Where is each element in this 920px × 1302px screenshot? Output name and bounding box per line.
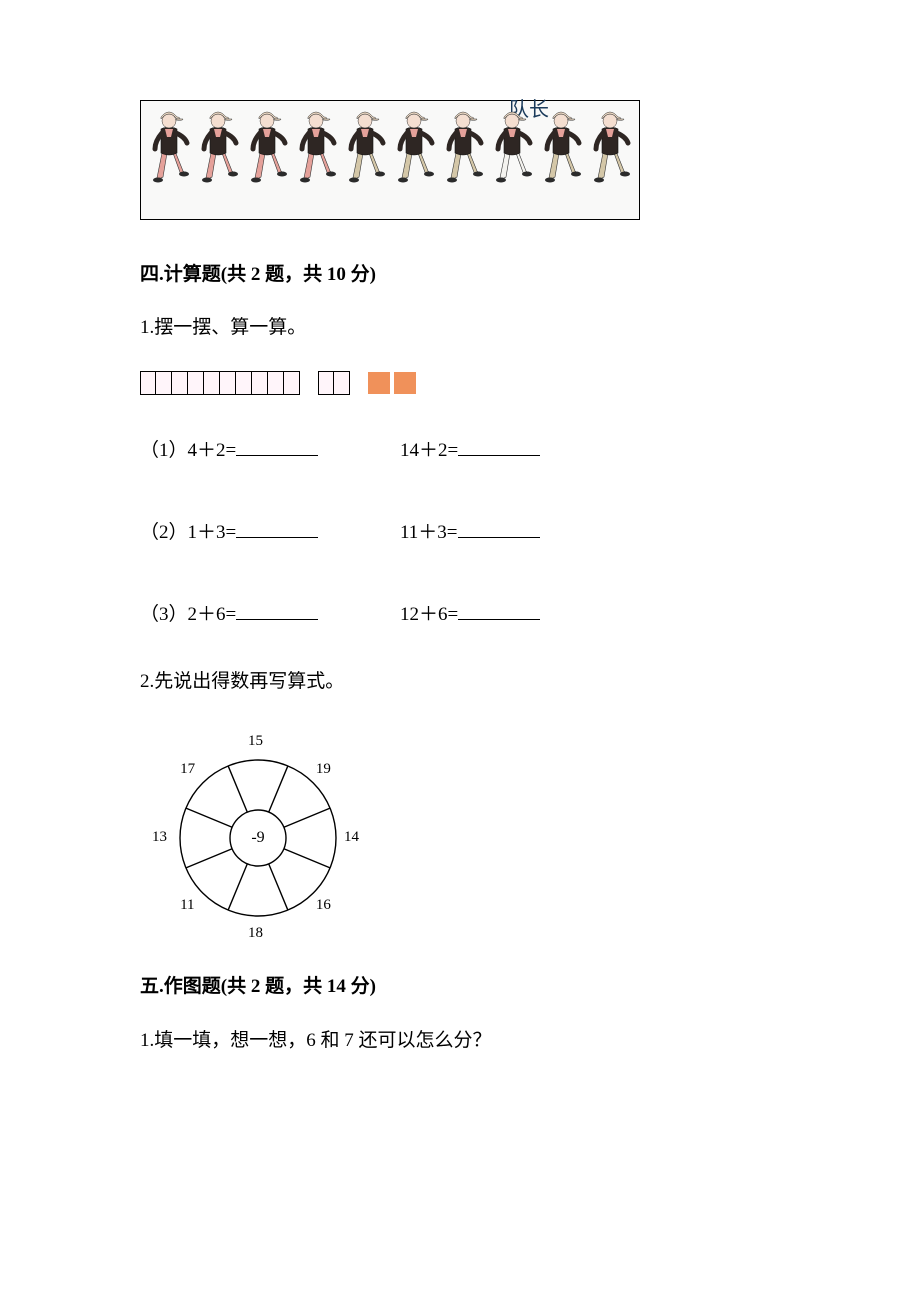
calc-row: （3）2＋6=12＋6= bbox=[140, 599, 790, 629]
calc-right-expr: 14＋2= bbox=[400, 437, 458, 466]
wheel-outer-number: 13 bbox=[152, 829, 167, 846]
calc-left-expr: 2＋6= bbox=[188, 601, 237, 630]
person-icon bbox=[392, 107, 437, 185]
calc-row-number: （3） bbox=[140, 601, 188, 630]
calc-cell-right: 11＋3= bbox=[400, 517, 660, 547]
person-icon bbox=[147, 107, 192, 185]
block-group-b bbox=[318, 371, 350, 395]
calc-left-expr: 4＋2= bbox=[188, 437, 237, 466]
block-cell bbox=[188, 371, 204, 395]
block-cell bbox=[140, 371, 156, 395]
person-icon bbox=[196, 107, 241, 185]
person-icon bbox=[588, 107, 633, 185]
wheel-center-operation: -9 bbox=[251, 829, 264, 847]
answer-blank[interactable] bbox=[236, 599, 318, 620]
calc-right-expr: 11＋3= bbox=[400, 519, 458, 548]
section-4-heading: 四.计算题(共 2 题，共 10 分) bbox=[140, 260, 790, 290]
marching-row bbox=[141, 101, 639, 189]
calc-row: （1）4＋2=14＋2= bbox=[140, 435, 790, 465]
blocks-figure bbox=[140, 371, 790, 395]
block-cell bbox=[318, 371, 334, 395]
calc-cell-left: （3）2＋6= bbox=[140, 599, 400, 629]
wheel-outer-number: 19 bbox=[316, 761, 331, 778]
calc-cell-left: （1）4＋2= bbox=[140, 435, 400, 465]
wheel-outer-number: 14 bbox=[344, 829, 359, 846]
block-cell bbox=[156, 371, 172, 395]
calc-grid: （1）4＋2=14＋2=（2）1＋3=11＋3=（3）2＋6=12＋6= bbox=[140, 435, 790, 630]
orange-square bbox=[368, 372, 390, 394]
person-icon bbox=[539, 107, 584, 185]
wheel-outer-number: 16 bbox=[316, 897, 331, 914]
block-cell bbox=[268, 371, 284, 395]
person-icon bbox=[441, 107, 486, 185]
calc-cell-right: 14＋2= bbox=[400, 435, 660, 465]
block-cell bbox=[172, 371, 188, 395]
person-icon bbox=[294, 107, 339, 185]
calc-row-number: （2） bbox=[140, 519, 188, 548]
question-4-1-label: 1.摆一摆、算一算。 bbox=[140, 312, 790, 344]
question-5-1-label: 1.填一填，想一想，6 和 7 还可以怎么分？ bbox=[140, 1025, 790, 1057]
block-cell bbox=[334, 371, 350, 395]
orange-square bbox=[394, 372, 416, 394]
answer-blank[interactable] bbox=[458, 599, 540, 620]
answer-blank[interactable] bbox=[236, 517, 318, 538]
marching-line-figure: 队长 bbox=[140, 100, 640, 220]
calc-row: （2）1＋3=11＋3= bbox=[140, 517, 790, 547]
answer-blank[interactable] bbox=[236, 435, 318, 456]
wheel-outer-number: 15 bbox=[248, 733, 263, 750]
calc-cell-right: 12＋6= bbox=[400, 599, 660, 629]
calc-row-number: （1） bbox=[140, 437, 188, 466]
answer-blank[interactable] bbox=[458, 435, 540, 456]
question-4-2-label: 2.先说出得数再写算式。 bbox=[140, 666, 790, 698]
person-icon bbox=[245, 107, 290, 185]
person-icon bbox=[343, 107, 388, 185]
answer-blank[interactable] bbox=[458, 517, 540, 538]
subtraction-wheel: 15 19 14 16 18 11 13 17 -9 bbox=[148, 724, 368, 944]
block-cell bbox=[284, 371, 300, 395]
orange-squares-group bbox=[368, 372, 416, 394]
leader-person-icon bbox=[490, 107, 535, 185]
block-cell bbox=[252, 371, 268, 395]
block-group-a bbox=[140, 371, 300, 395]
calc-right-expr: 12＋6= bbox=[400, 601, 458, 630]
calc-left-expr: 1＋3= bbox=[188, 519, 237, 548]
section-5-heading: 五.作图题(共 2 题，共 14 分) bbox=[140, 972, 790, 1002]
block-cell bbox=[236, 371, 252, 395]
calc-cell-left: （2）1＋3= bbox=[140, 517, 400, 547]
block-cell bbox=[204, 371, 220, 395]
wheel-outer-number: 18 bbox=[248, 925, 263, 942]
wheel-outer-number: 17 bbox=[180, 761, 195, 778]
block-cell bbox=[220, 371, 236, 395]
wheel-outer-number: 11 bbox=[180, 897, 194, 914]
